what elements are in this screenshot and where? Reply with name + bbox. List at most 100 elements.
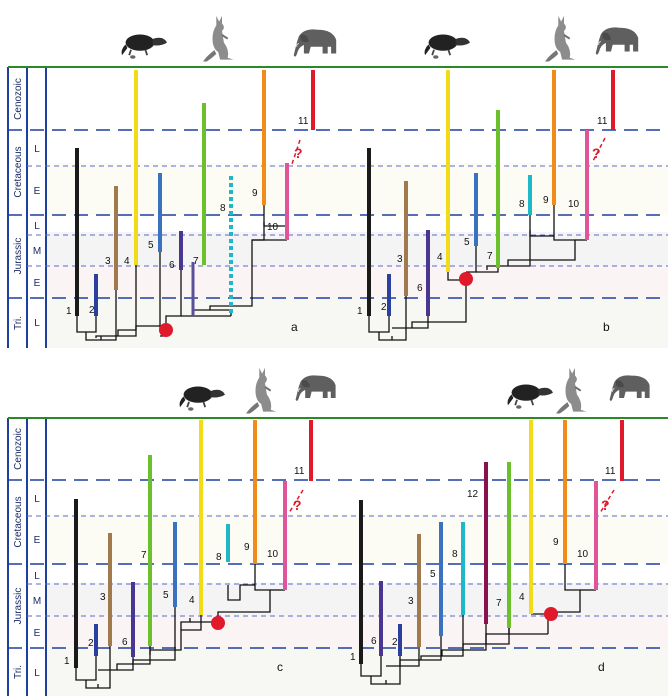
- panel-label-a: a: [291, 320, 298, 334]
- lineage-label-7: 7: [141, 550, 147, 561]
- lineage-label-9: 9: [543, 195, 549, 206]
- epoch-label: L: [34, 144, 40, 155]
- tree-branch: [180, 621, 218, 630]
- tree-panel-d: 1 6 2 3 5 8 12 7 4 9 10 11?: [350, 420, 624, 685]
- tree-branch: [149, 615, 202, 655]
- epoch-label: L: [34, 494, 40, 505]
- lineage-label-6: 6: [417, 283, 423, 294]
- lineage-label-4: 4: [437, 252, 443, 263]
- animal-icons: [121, 15, 650, 414]
- epoch-label: E: [34, 278, 41, 289]
- epoch-label: E: [34, 535, 41, 546]
- elephant-icon: [295, 375, 336, 401]
- tree-branch: [209, 205, 265, 310]
- tree-branch: [117, 329, 136, 336]
- tree-panel-c: 1 2 6 3 7 5 4 8 9 10 11?: [64, 420, 313, 689]
- lineage-label-7: 7: [193, 256, 199, 267]
- uncertain-link: [288, 489, 304, 514]
- tree-branch: [217, 564, 271, 622]
- tree-branch: [529, 230, 554, 237]
- question-mark: ?: [601, 497, 610, 513]
- period-label-jurassic: Jurassic: [13, 588, 24, 625]
- lineage-label-3: 3: [100, 592, 106, 603]
- question-mark: ?: [294, 145, 303, 161]
- tree-branch: [132, 607, 176, 664]
- elephant-icon: [609, 375, 650, 401]
- tree-branch: [95, 335, 101, 338]
- lineage-label-6: 6: [122, 637, 128, 648]
- lineage-label-10: 10: [568, 199, 580, 210]
- highlighted-node: [211, 616, 225, 630]
- platypus-icon: [424, 34, 470, 59]
- tree-panel-a: 1 2 3 4 5 6 7 8 9 10 11?: [66, 70, 315, 341]
- tree-branch: [476, 268, 499, 273]
- lineage-label-9: 9: [553, 537, 559, 548]
- tree-branch: [101, 265, 137, 337]
- lineage-label-5: 5: [163, 590, 169, 601]
- lineage-label-8: 8: [519, 199, 525, 210]
- lineage-label-3: 3: [408, 596, 414, 607]
- lineage-label-9: 9: [252, 188, 258, 199]
- lineage-label-6: 6: [371, 636, 377, 647]
- lineage-label-10: 10: [267, 222, 279, 233]
- epoch-label: E: [34, 186, 41, 197]
- lineage-label-8: 8: [452, 549, 458, 560]
- epoch-label: M: [33, 596, 41, 607]
- tree-branch: [411, 272, 467, 328]
- tree-branch: [227, 584, 255, 601]
- period-label-cenozoic: Cenozoic: [13, 428, 24, 470]
- platypus-icon: [507, 384, 553, 409]
- highlighted-node: [544, 607, 558, 621]
- lineage-label-7: 7: [487, 251, 493, 262]
- period-label-cenozoic: Cenozoic: [13, 78, 24, 120]
- period-label-triassic: Tri.: [13, 665, 24, 679]
- lineage-label-2: 2: [88, 638, 94, 649]
- panel-label-c: c: [277, 660, 283, 674]
- bottom-half: Cenozoic Cretaceous Jurassic Tri. L E L …: [7, 417, 668, 696]
- tree-branch: [386, 647, 420, 667]
- lineage-label-3: 3: [105, 256, 111, 267]
- lineage-label-2: 2: [381, 302, 387, 313]
- period-label-triassic: Tri.: [13, 316, 24, 330]
- lineage-label-6: 6: [169, 260, 175, 271]
- lineage-label-10: 10: [577, 549, 589, 560]
- lineage-label-12: 12: [467, 489, 479, 500]
- lineage-label-8: 8: [220, 203, 226, 214]
- lineage-label-1: 1: [357, 306, 363, 317]
- uncertain-link: [599, 489, 615, 514]
- question-mark: ?: [592, 145, 601, 161]
- kangaroo-icon: [545, 15, 576, 62]
- epoch-label: L: [34, 668, 40, 679]
- panel-label-b: b: [603, 320, 610, 334]
- period-label-cretaceous: Cretaceous: [13, 146, 24, 197]
- lineage-label-11: 11: [298, 116, 309, 127]
- lineage-label-5: 5: [430, 569, 436, 580]
- kangaroo-icon: [203, 15, 234, 62]
- elephant-icon: [595, 27, 639, 55]
- top-half: Cenozoic Cretaceous Jurassic Tri. L E L …: [7, 66, 668, 348]
- tree-branch: [392, 316, 429, 329]
- tree-branch: [135, 270, 182, 330]
- lineage-label-1: 1: [66, 306, 72, 317]
- lineage-label-3: 3: [397, 254, 403, 265]
- epoch-label: M: [33, 246, 41, 257]
- lineage-label-4: 4: [189, 595, 195, 606]
- kangaroo-icon: [556, 367, 587, 414]
- highlighted-node: [159, 323, 173, 337]
- lineage-label-1: 1: [64, 656, 70, 667]
- lineage-label-5: 5: [464, 237, 470, 248]
- tree-panel-b: 1 2 3 6 4 5 7 8 9 10 11?: [357, 70, 615, 341]
- highlighted-node: [459, 272, 473, 286]
- lineage-label-10: 10: [267, 549, 279, 560]
- lineage-label-11: 11: [605, 466, 616, 477]
- panel-label-d: d: [598, 660, 605, 674]
- lineage-label-5: 5: [148, 240, 154, 251]
- epoch-label: L: [34, 571, 40, 582]
- lineage-label-8: 8: [216, 552, 222, 563]
- platypus-icon: [121, 34, 167, 59]
- epoch-label: L: [34, 318, 40, 329]
- lineage-label-4: 4: [519, 592, 525, 603]
- platypus-icon: [179, 386, 225, 411]
- lineage-label-1: 1: [350, 652, 356, 663]
